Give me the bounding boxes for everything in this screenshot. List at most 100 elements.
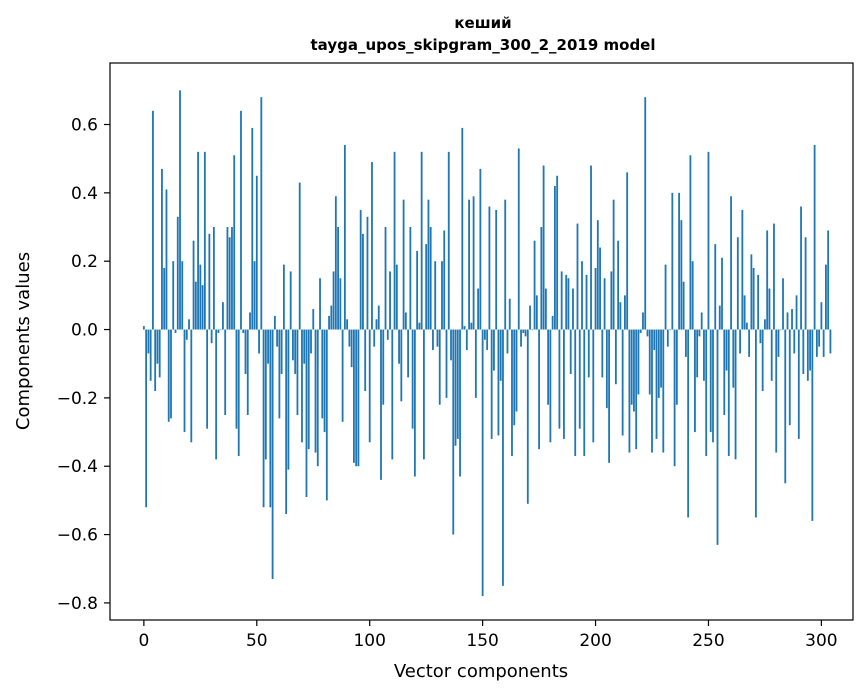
bar [307,329,310,450]
bar [549,329,552,443]
bar [438,329,441,405]
bar [341,329,344,422]
bar [450,329,452,361]
bar [303,329,306,364]
bar [400,329,403,402]
bar [398,329,400,364]
bar [292,329,294,361]
bar [206,329,209,429]
x-axis: 0 50 100 150 200 250 300 [138,620,838,651]
bar [310,329,312,354]
bar [395,264,398,330]
bar [282,264,285,330]
bar [822,329,825,357]
bar [775,329,778,453]
bar [278,329,281,419]
bar [526,329,529,504]
bar [739,329,741,354]
bar [357,329,360,467]
bar [294,329,297,374]
bar [646,329,649,337]
y-tick-label: −0.2 [57,389,98,409]
bar [240,110,242,330]
bar [477,288,480,330]
bar [691,261,694,330]
bar [675,329,678,405]
bar [413,329,416,477]
bar [474,329,477,398]
bar [285,329,288,515]
bar [764,319,766,330]
bar [244,329,247,374]
bar [556,175,559,330]
y-tick-label: 0.4 [71,184,98,204]
bar [820,302,823,330]
bar [608,329,610,463]
bar [258,329,260,354]
bar [305,329,308,497]
bar [208,233,211,330]
bar [459,329,461,477]
bar [574,329,577,456]
bar [648,329,651,395]
bar [750,254,753,330]
bar [621,329,624,436]
bar [754,329,757,518]
bar [267,329,269,364]
bar [572,288,574,330]
bar [718,305,721,330]
bar [185,329,188,340]
bar [470,322,473,330]
bar [682,281,685,330]
bar [748,329,751,357]
bar [423,329,425,460]
bar [583,329,586,456]
bar [181,261,184,330]
bar [560,271,563,330]
bar [384,227,387,330]
x-tick-label: 250 [692,631,724,651]
x-axis-label: Vector components [394,661,568,682]
bar [161,168,163,330]
bar [348,329,351,347]
bar [377,305,380,330]
bar [314,329,317,453]
bar [558,329,561,429]
bar [565,274,568,330]
bar [734,329,737,460]
bar [745,322,748,330]
bar [614,329,617,385]
bar [280,329,283,374]
bar [547,329,550,405]
bar [176,216,179,330]
bar [346,319,349,330]
bar [633,329,635,412]
bar [590,165,592,330]
bar [639,329,642,333]
bar [366,216,369,330]
bar [319,278,321,330]
bar [508,298,511,330]
bar [362,233,364,330]
bar [343,145,346,330]
bar [664,264,667,330]
bar [167,329,170,422]
bar [154,329,157,392]
x-tick-label: 100 [353,631,385,651]
bar [490,329,493,439]
bar [231,227,233,330]
bar [147,329,150,354]
bar [725,329,728,371]
bar [461,127,464,330]
bar [375,319,378,330]
bar [635,329,638,450]
bar [156,329,159,364]
bar [432,329,434,351]
bar [567,278,570,330]
x-tick-label: 300 [805,631,837,651]
bar [797,329,800,439]
bar [795,295,798,330]
bar [752,268,755,330]
bar [626,172,629,330]
